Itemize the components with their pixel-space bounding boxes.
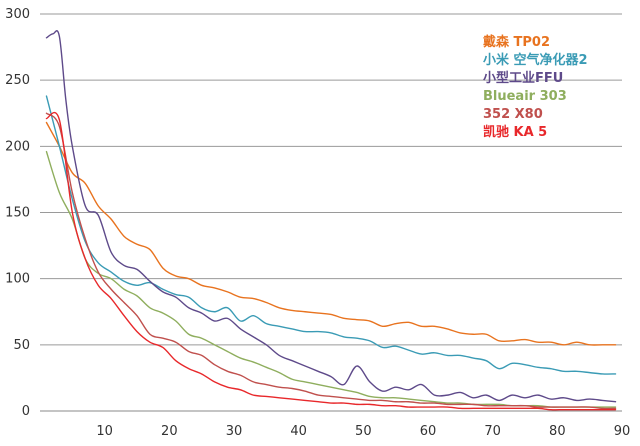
series-line-4 (45, 150, 617, 408)
series-line-2 (45, 95, 617, 375)
x-tick-label: 60 (420, 424, 437, 439)
legend-entry: 戴森 TP02 (483, 34, 550, 50)
series-line-5 (45, 112, 617, 410)
legend-entry: Blueair 303 (483, 89, 567, 104)
y-tick-label: 50 (13, 338, 30, 353)
x-tick-label: 90 (614, 424, 631, 439)
y-tick-label: 300 (5, 7, 30, 22)
x-tick-label: 40 (290, 424, 307, 439)
x-tick-label: 30 (226, 424, 243, 439)
series-line-1 (45, 121, 617, 346)
series-line-3 (45, 30, 617, 403)
x-tick-label: 20 (161, 424, 178, 439)
x-tick-label: 70 (484, 424, 501, 439)
legend-entry: 小米 空气净化器2 (483, 52, 588, 68)
series-line-6 (45, 111, 617, 411)
y-tick-label: 0 (22, 404, 30, 419)
x-tick-label: 80 (549, 424, 566, 439)
y-tick-label: 200 (5, 139, 30, 154)
series-lines (45, 30, 617, 411)
y-tick-label: 100 (5, 272, 30, 287)
legend-entry: 凯驰 KA 5 (483, 124, 547, 140)
gridlines (40, 13, 622, 412)
x-tick-label: 10 (96, 424, 113, 439)
y-tick-label: 150 (5, 206, 30, 221)
y-tick-label: 250 (5, 73, 30, 88)
legend-entry: 352 X80 (483, 107, 543, 122)
x-tick-label: 50 (355, 424, 372, 439)
legend-entry: 小型工业FFU (483, 70, 563, 86)
legend: 戴森 TP02 小米 空气净化器2 小型工业FFU Blueair 303 352 X8… (483, 34, 588, 140)
axis-tick-labels: 0 50 100 150 200 250 300 10 20 30 40 50 60 70 80 90 (5, 7, 630, 439)
